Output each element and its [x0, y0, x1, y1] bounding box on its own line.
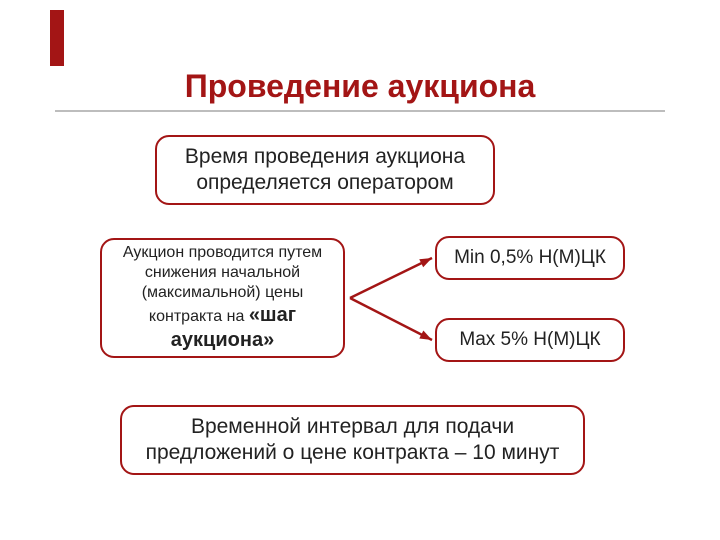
box-time-interval: Временной интервал для подачи предложени…	[120, 405, 585, 475]
box-time-operator: Время проведения аукциона определяется о…	[155, 135, 495, 205]
box-auction-step-text: Аукцион проводится путем снижения началь…	[116, 243, 329, 353]
box-min-step-text: Min 0,5% Н(М)ЦК	[454, 246, 606, 270]
accent-bar	[50, 10, 64, 66]
box-time-operator-text: Время проведения аукциона определяется о…	[171, 144, 479, 197]
title-underline	[55, 110, 665, 112]
box-min-step: Min 0,5% Н(М)ЦК	[435, 236, 625, 280]
box-max-step-text: Max 5% Н(М)ЦК	[459, 328, 600, 352]
page-title: Проведение аукциона	[0, 68, 720, 105]
box-max-step: Max 5% Н(М)ЦК	[435, 318, 625, 362]
box-auction-step: Аукцион проводится путем снижения началь…	[100, 238, 345, 358]
box-time-interval-text: Временной интервал для подачи предложени…	[136, 414, 569, 467]
